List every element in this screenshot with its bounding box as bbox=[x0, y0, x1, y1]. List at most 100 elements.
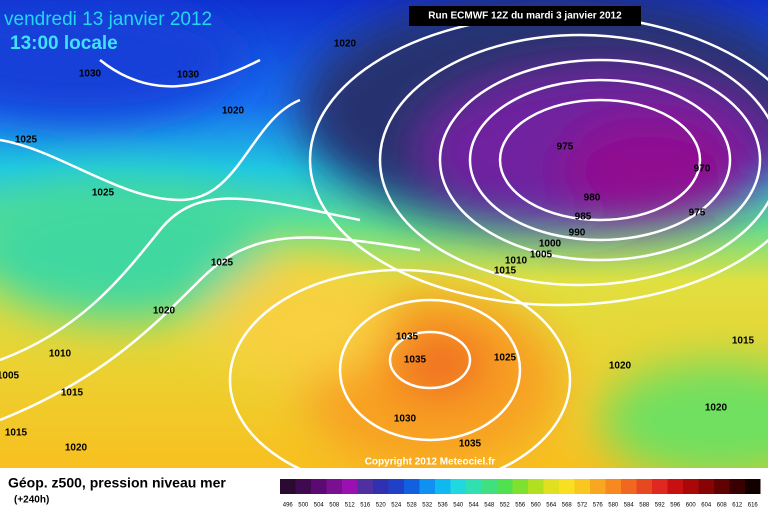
isobar-label: 1010 bbox=[505, 256, 528, 267]
isobar-label: 1020 bbox=[705, 403, 728, 414]
scale-label: 588 bbox=[639, 503, 650, 509]
scale-swatch bbox=[605, 479, 621, 494]
isobar-label: 990 bbox=[569, 228, 586, 239]
isobar-label: 1030 bbox=[394, 414, 417, 425]
scale-label: 532 bbox=[422, 503, 433, 509]
scale-label: 560 bbox=[531, 503, 542, 509]
scale-label: 572 bbox=[577, 503, 588, 509]
scale-swatch bbox=[280, 479, 296, 494]
isobar-label: 1015 bbox=[494, 266, 517, 277]
isobar-label: 975 bbox=[689, 208, 706, 219]
isobar-label: 1025 bbox=[15, 135, 38, 146]
scale-swatch bbox=[574, 479, 590, 494]
scale-swatch bbox=[435, 479, 451, 494]
scale-swatch bbox=[512, 479, 528, 494]
scale-label: 604 bbox=[701, 503, 712, 509]
scale-swatch bbox=[373, 479, 389, 494]
isobar-label: 985 bbox=[575, 212, 592, 223]
run-info: Run ECMWF 12Z du mardi 3 janvier 2012 bbox=[428, 11, 622, 22]
scale-swatch bbox=[745, 479, 761, 494]
scale-swatch bbox=[326, 479, 342, 494]
copyright: Copyright 2012 Meteociel.fr bbox=[365, 457, 496, 468]
isobar-label: 1010 bbox=[49, 349, 72, 360]
scale-swatch bbox=[404, 479, 420, 494]
scale-label: 564 bbox=[546, 503, 557, 509]
scale-label: 580 bbox=[608, 503, 619, 509]
scale-swatch bbox=[466, 479, 482, 494]
scale-swatch bbox=[559, 479, 575, 494]
scale-label: 528 bbox=[407, 503, 418, 509]
isobar-label: 1025 bbox=[211, 258, 234, 269]
scale-label: 616 bbox=[748, 503, 759, 509]
isobar-labels: 1020103010301020102510251025102010101005… bbox=[0, 39, 755, 454]
isobar-label: 1000 bbox=[539, 239, 562, 250]
isobar-label: 1035 bbox=[404, 355, 427, 366]
scale-swatch bbox=[450, 479, 466, 494]
scale-label: 504 bbox=[314, 503, 325, 509]
scale-label: 520 bbox=[376, 503, 387, 509]
isobar-label: 1035 bbox=[459, 439, 482, 450]
scale-swatch bbox=[621, 479, 637, 494]
isobar-label: 1020 bbox=[334, 39, 357, 50]
scale-label: 576 bbox=[593, 503, 604, 509]
legend-lead: (+240h) bbox=[14, 495, 49, 506]
color-scale: 496 500 504 508 512 516 520 524 528 532 536 540 544 5… bbox=[280, 479, 761, 509]
scale-swatch bbox=[698, 479, 714, 494]
scale-swatch bbox=[481, 479, 497, 494]
isobar-label: 1035 bbox=[396, 332, 419, 343]
scale-label: 544 bbox=[469, 503, 480, 509]
scale-label: 536 bbox=[438, 503, 449, 509]
scale-label: 512 bbox=[345, 503, 356, 509]
scale-swatch bbox=[636, 479, 652, 494]
scale-swatch bbox=[295, 479, 311, 494]
isobar-label: 1025 bbox=[92, 188, 115, 199]
scale-label: 596 bbox=[670, 503, 681, 509]
isobar-label: 1005 bbox=[530, 250, 553, 261]
scale-swatch bbox=[683, 479, 699, 494]
isobar-label: 1020 bbox=[609, 361, 632, 372]
legend-title: Géop. z500, pression niveau mer bbox=[8, 475, 226, 491]
scale-label: 592 bbox=[655, 503, 666, 509]
scale-label: 584 bbox=[624, 503, 635, 509]
scale-swatch bbox=[729, 479, 745, 494]
scale-swatch bbox=[311, 479, 327, 494]
scale-label: 508 bbox=[329, 503, 340, 509]
scale-label: 608 bbox=[717, 503, 728, 509]
scale-label: 548 bbox=[484, 503, 495, 509]
scale-swatch bbox=[590, 479, 606, 494]
isobar-label: 970 bbox=[694, 164, 711, 175]
isobar-label: 1030 bbox=[79, 69, 102, 80]
scale-label: 568 bbox=[562, 503, 573, 509]
scale-swatch bbox=[357, 479, 373, 494]
isobar-label: 1030 bbox=[177, 70, 200, 81]
scale-label: 516 bbox=[360, 503, 371, 509]
isobar-label: 975 bbox=[557, 142, 574, 153]
scale-label: 496 bbox=[283, 503, 294, 509]
scale-label: 612 bbox=[732, 503, 743, 509]
scale-label: 500 bbox=[298, 503, 309, 509]
scale-label: 556 bbox=[515, 503, 526, 509]
forecast-time: 13:00 locale bbox=[10, 33, 118, 54]
scale-swatch bbox=[652, 479, 668, 494]
scale-swatch bbox=[388, 479, 404, 494]
isobar-label: 1020 bbox=[222, 106, 245, 117]
isobar-label: 1025 bbox=[494, 353, 517, 364]
scale-label: 540 bbox=[453, 503, 464, 509]
scale-swatch bbox=[543, 479, 559, 494]
isobar-label: 1015 bbox=[732, 336, 755, 347]
scale-label: 524 bbox=[391, 503, 402, 509]
isobar-label: 1020 bbox=[153, 306, 176, 317]
scale-swatch bbox=[528, 479, 544, 494]
scale-label: 552 bbox=[500, 503, 511, 509]
scale-swatch bbox=[714, 479, 730, 494]
isobar-label: 1020 bbox=[65, 443, 88, 454]
scale-swatch bbox=[342, 479, 358, 494]
isobar-label: 1015 bbox=[61, 388, 84, 399]
map-field bbox=[0, 0, 768, 480]
isobar-label: 1015 bbox=[5, 428, 28, 439]
scale-swatch bbox=[497, 479, 513, 494]
forecast-date: vendredi 13 janvier 2012 bbox=[4, 9, 212, 30]
isobar-label: 980 bbox=[584, 193, 601, 204]
isobar-label: 1005 bbox=[0, 371, 20, 382]
